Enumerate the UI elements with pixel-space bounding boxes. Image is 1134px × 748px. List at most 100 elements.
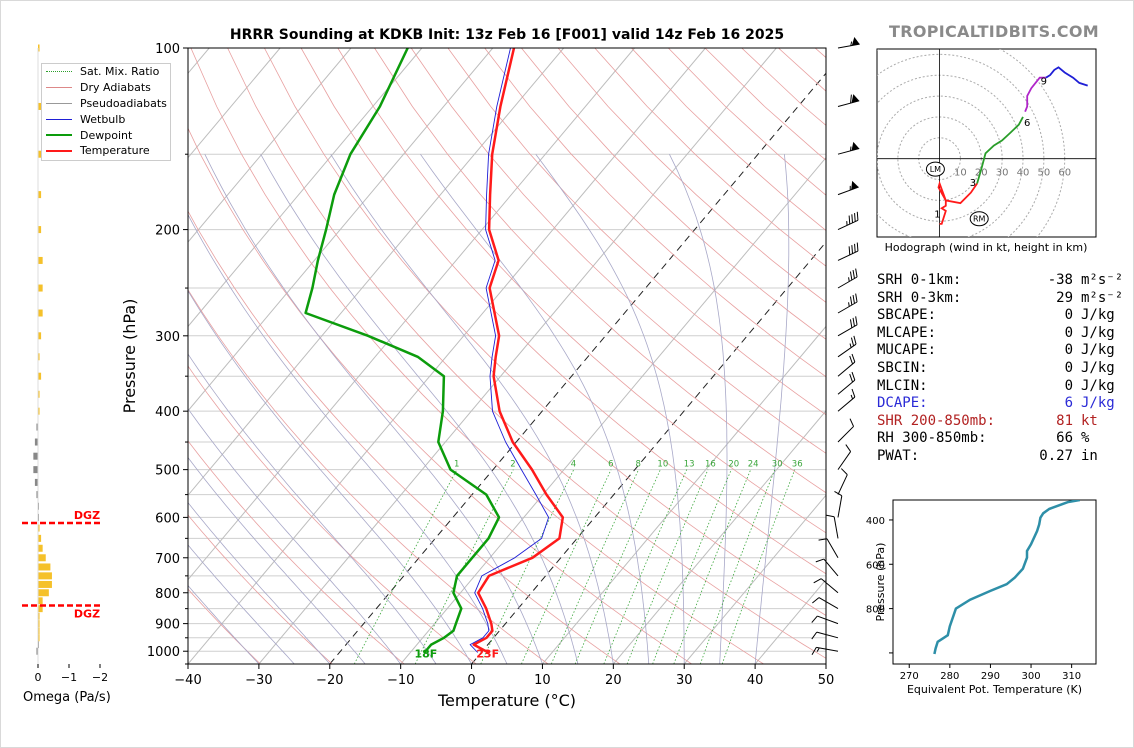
pseudoadiabat-line (188, 290, 472, 664)
isotherm-line (188, 48, 423, 328)
hodograph-ring-label: 50 (1037, 168, 1050, 179)
wind-barb (837, 371, 856, 395)
omega-bar (38, 150, 42, 158)
mixing-ratio-label: 8 (636, 460, 641, 470)
mixing-ratio-label: 36 (792, 460, 803, 470)
barb-half (849, 343, 852, 348)
theta-x-axis-label: Equivalent Pot. Temperature (K) (907, 683, 1082, 696)
theta-x-tick-label: 290 (981, 671, 1000, 682)
omega-bar (38, 612, 40, 620)
barb-staff (837, 474, 848, 495)
index-label: RH 300-850mb: (877, 430, 987, 447)
index-label: PWAT: (877, 447, 920, 464)
theta-y-tick-label: 800 (866, 605, 885, 616)
barb-half (850, 394, 854, 400)
dry-adiabat-line (484, 48, 826, 378)
barb-full (849, 373, 854, 383)
index-row: SHR 200-850mb: 81 kt (877, 413, 1123, 431)
legend-item: Pseudoadiabats (42, 96, 170, 112)
wind-barb (818, 538, 839, 559)
omega-bar (38, 627, 40, 635)
theta-x-tick-label: 300 (1021, 671, 1040, 682)
isotherm-line (188, 48, 281, 159)
barb-staff (833, 516, 839, 539)
barb-staff (837, 219, 859, 231)
omega-bar (38, 580, 52, 588)
x-tick-label: 50 (818, 673, 835, 688)
barb-full (853, 335, 857, 345)
y-tick-label: 100 (155, 42, 180, 57)
mixing-ratio-label: 1 (454, 460, 459, 470)
index-row: MLCIN: 0 J/kg (877, 378, 1123, 396)
mixing-ratio-label: 30 (772, 460, 783, 470)
mixing-ratio-label: 4 (571, 460, 576, 470)
index-row: PWAT: 0.27 in (877, 448, 1123, 466)
legend-swatch (46, 71, 72, 73)
omega-bar (38, 372, 42, 380)
legend-label: Dewpoint (80, 128, 133, 142)
barb-full (815, 558, 825, 563)
hodograph-trace (1045, 66, 1088, 87)
barb-staff (837, 276, 858, 289)
omega-bar (38, 554, 46, 562)
barb-pennant (851, 141, 860, 151)
indices-table: SRH 0-1km: -38 m²s⁻² SRH 0-3km: 29 m²s⁻² SBCAP… (877, 272, 1123, 466)
barb-full (852, 294, 855, 304)
wind-barb (837, 418, 855, 443)
x-tick-label: 40 (747, 673, 764, 688)
index-label: MLCAPE: (877, 324, 937, 341)
pseudoadiabat-line (188, 501, 331, 664)
x-tick-label: 20 (605, 673, 622, 688)
barb-staff (837, 250, 859, 261)
index-row: SBCAPE: 0 J/kg (877, 307, 1123, 325)
y-tick-label: 600 (155, 511, 180, 526)
legend-item: Wetbulb (42, 111, 170, 127)
hodograph-frame (876, 48, 1097, 238)
dry-adiabat-line (264, 48, 826, 616)
index-unit: m²s⁻² (1081, 272, 1124, 288)
index-value: 81 (1056, 412, 1073, 429)
x-tick-label: −10 (387, 673, 414, 688)
omega-bar (38, 605, 43, 613)
barb-half (848, 277, 850, 282)
legend-label: Sat. Mix. Ratio (80, 65, 160, 79)
legend-swatch (46, 118, 72, 120)
index-value: 0 (1064, 377, 1073, 394)
index-label: MUCAPE: (877, 342, 937, 359)
barb-full (812, 597, 820, 604)
wind-barb (837, 388, 856, 412)
dry-adiabat-line (188, 289, 549, 664)
barb-full (849, 319, 853, 328)
omega-bar (38, 332, 42, 340)
y-tick-label: 800 (155, 587, 180, 602)
mixing-ratio-label: 10 (657, 460, 668, 470)
omega-bar (38, 634, 40, 642)
barb-full (811, 631, 818, 640)
legend-label: Temperature (80, 144, 150, 158)
pseudoadiabat-line (535, 153, 685, 664)
mixing-ratio-line (626, 469, 709, 664)
omega-bar (38, 597, 43, 605)
wind-barb (837, 141, 860, 155)
barb-full (854, 213, 856, 222)
dry-adiabat-line (188, 588, 261, 664)
skewt-frame (187, 47, 827, 665)
theta-x-tick-label: 280 (940, 671, 959, 682)
index-value: 0.27 (1039, 447, 1073, 464)
barb-half (850, 146, 852, 151)
dry-adiabat-line (188, 127, 692, 664)
theta-trace (933, 500, 1081, 655)
index-value: 0 (1064, 307, 1073, 324)
isotherm-line (188, 48, 352, 243)
barb-staff (837, 343, 857, 358)
hodograph-trace (976, 116, 1024, 184)
barb-full (840, 468, 848, 476)
barb-staff (837, 396, 856, 412)
barb-pennant (851, 36, 860, 46)
barb-full (834, 490, 843, 497)
index-unit: % (1081, 430, 1090, 447)
omega-bar (33, 466, 38, 474)
theta-frame (892, 499, 1097, 665)
wind-barb (837, 268, 858, 289)
